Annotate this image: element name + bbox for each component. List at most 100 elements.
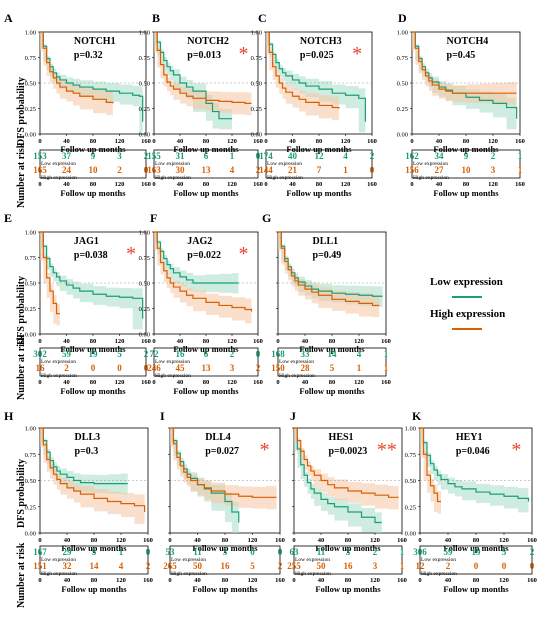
km-curve-low-c xyxy=(266,31,366,122)
risk-low-h-0: 167 xyxy=(33,547,47,557)
risk-low-h-1: 29 xyxy=(63,547,73,557)
risk-high-label-e: High expression xyxy=(41,373,77,379)
risk-x-tick-label-d-4: 160 xyxy=(515,181,525,188)
risk-x-tick-label-g-0: 0 xyxy=(276,379,279,386)
p-value-f: p=0.022 xyxy=(187,250,221,261)
p-value-c: p=0.025 xyxy=(300,50,334,61)
risk-low-b-1: 31 xyxy=(176,151,186,161)
risk-x-tick-label-h-0: 0 xyxy=(38,577,41,584)
risk-high-label-a: High expression xyxy=(41,175,77,181)
ci-band-high-i xyxy=(170,428,277,510)
y-tick-label-k-3: 0.75 xyxy=(405,452,416,459)
risk-low-d-0: 162 xyxy=(405,151,419,161)
x-tick-label-f-4: 160 xyxy=(253,338,263,345)
risk-low-b-3: 1 xyxy=(230,151,235,161)
km-curve-high-h xyxy=(40,427,146,512)
risk-low-label-h: Low expression xyxy=(41,557,76,563)
y-tick-label-f-2: 0.50 xyxy=(139,281,150,288)
risk-high-i-2: 16 xyxy=(221,561,231,571)
x-tick-label-f-1: 40 xyxy=(177,338,184,345)
risk-low-e-2: 19 xyxy=(89,349,99,359)
risk-x-tick-label-b-1: 40 xyxy=(177,181,184,188)
risk-high-b-1: 30 xyxy=(176,165,186,175)
risk-low-j-0: 63 xyxy=(290,547,300,557)
y-tick-label-k-0: 0.00 xyxy=(405,531,416,538)
risk-low-label-k: Low expression xyxy=(421,557,456,563)
x-tick-label-k-2: 80 xyxy=(473,537,480,544)
risk-low-j-2: 3 xyxy=(346,547,351,557)
number-at-risk-label-row2: Number at risk xyxy=(16,334,27,400)
risk-low-f-4: 0 xyxy=(256,349,261,359)
km-curve-low-j xyxy=(294,427,382,524)
risk-high-h-3: 4 xyxy=(119,561,124,571)
risk-high-h-0: 151 xyxy=(33,561,47,571)
risk-x-tick-label-f-1: 40 xyxy=(177,379,184,386)
x-tick-label-a-3: 120 xyxy=(115,138,125,145)
risk-low-a-3: 3 xyxy=(117,151,122,161)
risk-low-j-3: 2 xyxy=(373,547,378,557)
p-value-j: p=0.0023 xyxy=(329,446,368,457)
x-tick-label-i-0: 0 xyxy=(168,537,171,544)
risk-x-tick-label-k-3: 120 xyxy=(499,577,509,584)
y-tick-label-b-1: 0.25 xyxy=(139,106,150,113)
risk-low-g-4: 1 xyxy=(384,349,389,359)
p-value-e: p=0.038 xyxy=(74,250,108,261)
risk-x-tick-label-d-0: 0 xyxy=(410,181,413,188)
y-tick-label-k-2: 0.50 xyxy=(405,478,416,485)
risk-x-tick-label-h-3: 120 xyxy=(116,577,126,584)
km-curve-high-j xyxy=(294,427,399,498)
risk-x-tick-label-b-2: 80 xyxy=(203,181,210,188)
risk-low-label-f: Low expression xyxy=(155,359,190,365)
risk-low-a-2: 9 xyxy=(91,151,96,161)
significance-stars-f: * xyxy=(238,243,248,265)
x-tick-label-k-4: 160 xyxy=(527,537,537,544)
risk-low-e-0: 302 xyxy=(33,349,47,359)
risk-x-tick-label-k-4: 160 xyxy=(527,577,537,584)
x-tick-label-d-0: 0 xyxy=(410,138,413,145)
risk-high-i-1: 50 xyxy=(193,561,203,571)
gene-title-j: HES1 xyxy=(329,432,354,443)
x-tick-label-g-3: 120 xyxy=(354,338,364,345)
km-curve-high-d xyxy=(412,31,517,94)
gene-title-b: NOTCH2 xyxy=(187,36,229,47)
x-axis-label-c: Follow up months xyxy=(286,144,352,154)
risk-x-tick-label-c-1: 40 xyxy=(289,181,296,188)
risk-low-d-2: 9 xyxy=(464,151,469,161)
gene-title-c: NOTCH3 xyxy=(300,36,342,47)
risk-low-label-d: Low expression xyxy=(413,161,448,167)
risk-high-h-1: 32 xyxy=(63,561,73,571)
risk-x-tick-label-f-3: 120 xyxy=(227,379,237,386)
x-tick-label-a-1: 40 xyxy=(63,138,70,145)
x-tick-label-b-0: 0 xyxy=(152,138,155,145)
panel-label-c: C xyxy=(258,11,267,25)
risk-x-tick-label-a-4: 160 xyxy=(141,181,151,188)
panel-label-b: B xyxy=(152,11,160,25)
km-curve-high-f xyxy=(154,231,253,312)
significance-stars-c: * xyxy=(352,43,362,65)
y-tick-label-e-0: 0.00 xyxy=(25,332,36,339)
x-tick-label-h-3: 120 xyxy=(116,537,126,544)
risk-high-a-1: 24 xyxy=(62,165,72,175)
risk-low-i-2: 3 xyxy=(223,547,228,557)
km-curve-high-k xyxy=(420,427,441,503)
risk-low-a-1: 37 xyxy=(62,151,72,161)
risk-low-d-3: 2 xyxy=(491,151,496,161)
p-value-b: p=0.013 xyxy=(187,50,221,61)
x-tick-label-j-4: 160 xyxy=(397,537,407,544)
x-axis-label-g: Follow up months xyxy=(299,344,365,354)
risk-low-k-0: 306 xyxy=(413,547,427,557)
risk-table-frame-c xyxy=(265,149,373,179)
y-tick-label-k-4: 1.00 xyxy=(405,426,416,433)
risk-table-frame-f xyxy=(153,347,259,377)
x-tick-label-i-2: 80 xyxy=(222,537,229,544)
x-axis-label-b: Follow up months xyxy=(173,144,239,154)
x-tick-label-e-3: 120 xyxy=(115,338,125,345)
risk-low-f-0: 72 xyxy=(150,349,160,359)
risk-low-g-1: 33 xyxy=(301,349,311,359)
ci-band-high-a xyxy=(40,32,113,116)
risk-x-tick-label-k-2: 80 xyxy=(473,577,480,584)
x-tick-label-f-0: 0 xyxy=(152,338,155,345)
x-tick-label-h-1: 40 xyxy=(64,537,71,544)
risk-high-label-k: High expression xyxy=(421,571,457,577)
